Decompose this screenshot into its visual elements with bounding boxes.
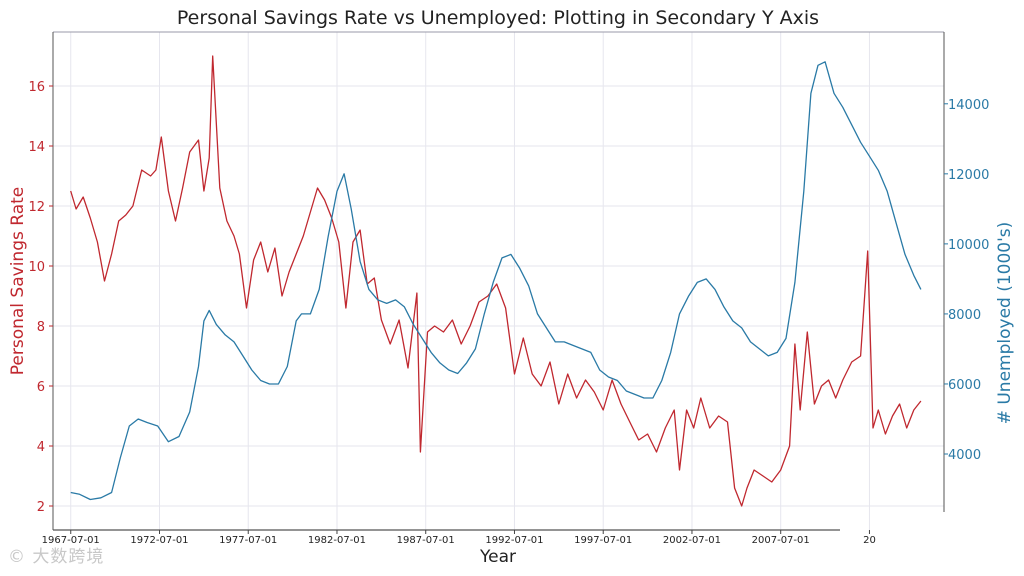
axis-layer: 1967-07-01 1972-07-01 1977-07-01 1982-07-01… xyxy=(28,80,989,546)
grid-lines xyxy=(53,32,944,530)
left-tick-label: 2 xyxy=(37,500,45,515)
chart-title: Personal Savings Rate vs Unemployed: Plo… xyxy=(177,7,819,29)
unemployed-line xyxy=(70,61,922,501)
x-tick-label: 1997-07-01 xyxy=(574,535,632,546)
x-tick-label: 1987-07-01 xyxy=(397,535,455,546)
plot-frame xyxy=(52,31,945,531)
right-tick-label: 10000 xyxy=(948,238,989,253)
left-tick-label: 8 xyxy=(37,320,45,335)
right-tick-label: 6000 xyxy=(948,378,981,393)
x-tick-label: 1972-07-01 xyxy=(130,535,188,546)
right-tick-label: 8000 xyxy=(948,308,981,323)
x-tick-label: 1982-07-01 xyxy=(308,535,366,546)
series-layer xyxy=(70,55,922,507)
x-tick-label: 20 xyxy=(863,535,876,546)
left-tick-label: 14 xyxy=(28,140,45,155)
right-tick-label: 4000 xyxy=(948,448,981,463)
left-tick-label: 6 xyxy=(37,380,45,395)
left-tick-label: 12 xyxy=(28,200,45,215)
left-tick-label: 10 xyxy=(28,260,45,275)
left-tick-label: 4 xyxy=(37,440,45,455)
x-tick-label: 1992-07-01 xyxy=(485,535,543,546)
x-tick-label: 1967-07-01 xyxy=(42,535,100,546)
x-tick-label: 2007-07-01 xyxy=(752,535,810,546)
savings-rate-line xyxy=(70,55,922,507)
watermark-logo: © 大数跨境 xyxy=(8,547,105,567)
right-tick-label: 14000 xyxy=(948,98,989,113)
x-axis-label: Year xyxy=(479,547,516,567)
x-tick-label: 1977-07-01 xyxy=(219,535,277,546)
x-tick-label: 2002-07-01 xyxy=(663,535,721,546)
right-tick-label: 12000 xyxy=(948,168,989,183)
right-y-axis-label: # Unemployed (1000's) xyxy=(995,222,1015,425)
left-tick-label: 16 xyxy=(28,80,45,95)
left-y-axis-label: Personal Savings Rate xyxy=(8,187,28,375)
